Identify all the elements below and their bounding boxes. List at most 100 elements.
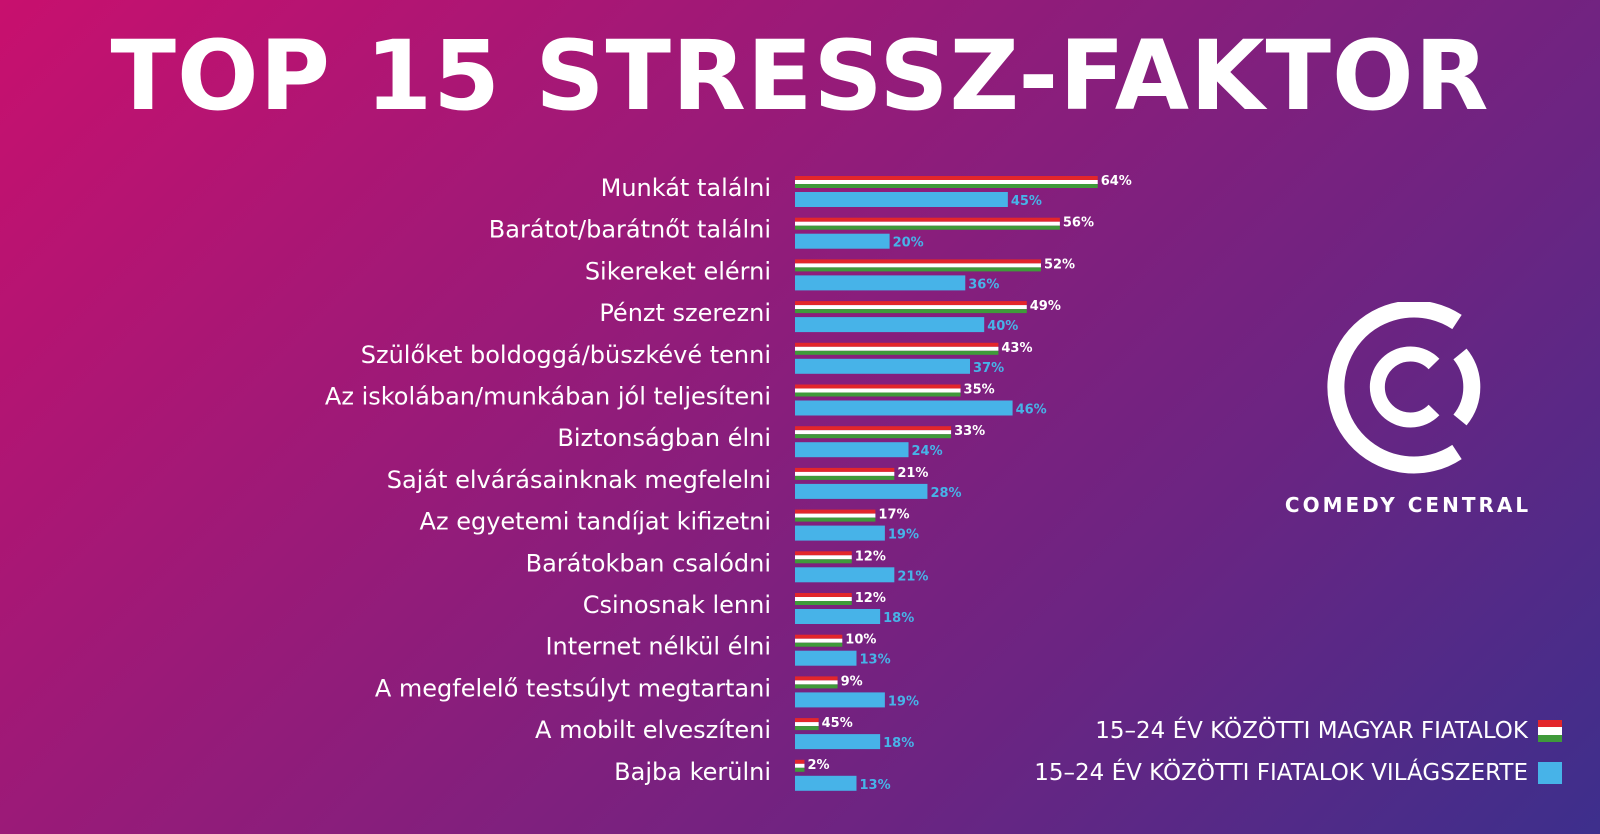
bar-hungarian-red-stripe	[795, 718, 819, 723]
bar-hungarian-green-stripe	[795, 184, 1098, 188]
bar-world	[795, 275, 966, 291]
bar-hungarian-white-stripe	[795, 597, 852, 601]
bar-hungarian-green-stripe	[795, 225, 1060, 230]
category-label: Sikereket elérni	[585, 257, 771, 285]
logo-wordmark: COMEDY CENTRAL	[1285, 493, 1531, 517]
data-label-hungarian: 17%	[878, 508, 909, 523]
bar-hungarian-white-stripe	[795, 388, 961, 393]
bar-world	[795, 192, 1008, 207]
bar-hungarian-red-stripe	[795, 426, 952, 431]
bar-hungarian-red-stripe	[795, 342, 999, 347]
bar-hungarian-green-stripe	[795, 267, 1041, 272]
bar-hungarian-white-stripe	[795, 221, 1060, 226]
category-label: Szülőket boldoggá/büszkévé tenni	[361, 341, 771, 369]
data-label-hungarian: 9%	[841, 674, 863, 689]
bar-hungarian-red-stripe	[795, 593, 852, 597]
data-label-hungarian: 52%	[1044, 257, 1075, 272]
data-label-world: 46%	[1016, 403, 1047, 418]
bar-hungarian-white-stripe	[795, 180, 1098, 184]
category-label: A megfelelő testsúlyt megtartani	[375, 674, 771, 702]
data-label-world: 18%	[883, 611, 914, 626]
data-label-hungarian: 56%	[1063, 216, 1094, 231]
bar-hungarian-green-stripe	[795, 684, 838, 689]
bar-hungarian-green-stripe	[795, 309, 1027, 314]
bar-hungarian-red-stripe	[795, 759, 805, 764]
category-label: Barátokban csalódni	[526, 549, 771, 577]
bar-hungarian-red-stripe	[795, 301, 1027, 306]
bar-world	[795, 650, 857, 666]
bar-hungarian-green-stripe	[795, 517, 876, 522]
trademark-symbol: ™	[1454, 456, 1461, 464]
category-label: Barátot/barátnőt találni	[489, 216, 771, 244]
bar-hungarian-white-stripe	[795, 471, 895, 476]
bar-world	[795, 775, 857, 791]
bar-world	[795, 358, 971, 374]
bar-hungarian-red-stripe	[795, 217, 1060, 222]
category-label: Munkát találni	[601, 174, 771, 202]
data-label-world: 36%	[968, 277, 999, 292]
bar-world	[795, 609, 881, 624]
data-label-hungarian: 10%	[845, 633, 876, 648]
bar-hungarian-red-stripe	[795, 259, 1041, 264]
category-label: Saját elvárásainknak megfelelni	[387, 466, 771, 494]
bar-hungarian-green-stripe	[795, 601, 852, 605]
data-label-hungarian: 2%	[807, 758, 829, 773]
category-label: A mobilt elveszíteni	[535, 716, 771, 744]
data-label-world: 18%	[883, 736, 914, 751]
comedy-central-logo: ™ COMEDY CENTRAL	[1285, 302, 1531, 517]
bar-world	[795, 400, 1013, 416]
data-label-world: 19%	[888, 694, 919, 709]
bar-hungarian-red-stripe	[795, 676, 838, 681]
bar-hungarian-green-stripe	[795, 767, 805, 772]
data-label-hungarian: 45%	[822, 716, 853, 731]
bar-hungarian-red-stripe	[795, 634, 843, 639]
bar-hungarian-white-stripe	[795, 430, 952, 435]
bar-hungarian-white-stripe	[795, 513, 876, 518]
bar-world	[795, 317, 985, 333]
bar-hungarian-white-stripe	[795, 346, 999, 351]
data-label-hungarian: 43%	[1001, 341, 1032, 356]
data-label-hungarian: 12%	[855, 549, 886, 564]
bar-world	[795, 525, 885, 541]
data-label-world: 20%	[893, 236, 924, 251]
legend-label-hungarian: 15–24 ÉV KÖZÖTTI MAGYAR FIATALOK	[1095, 718, 1528, 744]
bar-hungarian-green-stripe	[795, 726, 819, 731]
data-label-world: 21%	[897, 569, 928, 584]
bar-hungarian-green-stripe	[795, 392, 961, 397]
data-label-hungarian: 12%	[855, 591, 886, 606]
data-label-hungarian: 49%	[1030, 299, 1061, 314]
category-label: Pénzt szerezni	[599, 299, 771, 327]
data-label-world: 13%	[859, 653, 890, 668]
legend-item-hungarian: 15–24 ÉV KÖZÖTTI MAGYAR FIATALOK	[1095, 718, 1562, 744]
bar-world	[795, 483, 928, 499]
hungarian-flag-icon	[1538, 720, 1562, 742]
data-label-hungarian: 21%	[897, 466, 928, 481]
data-label-world: 13%	[859, 778, 890, 793]
bar-hungarian-green-stripe	[795, 434, 952, 439]
data-label-world: 24%	[912, 444, 943, 459]
bar-world	[795, 442, 909, 458]
data-label-world: 45%	[1011, 194, 1042, 209]
bar-hungarian-red-stripe	[795, 176, 1098, 180]
bar-hungarian-green-stripe	[795, 475, 895, 480]
bar-hungarian-white-stripe	[795, 555, 852, 560]
data-label-world: 28%	[930, 486, 961, 501]
data-label-hungarian: 64%	[1101, 174, 1132, 189]
data-label-world: 40%	[987, 319, 1018, 334]
page-title: TOP 15 STRESSZ-FAKTOR	[110, 20, 1490, 132]
data-label-world: 19%	[888, 528, 919, 543]
bar-hungarian-red-stripe	[795, 384, 961, 389]
bar-world	[795, 692, 885, 708]
bar-hungarian-white-stripe	[795, 680, 838, 685]
bar-hungarian-white-stripe	[795, 722, 819, 727]
bar-world	[795, 567, 895, 583]
category-label: Az iskolában/munkában jól teljesíteni	[325, 383, 771, 411]
data-label-hungarian: 35%	[964, 383, 995, 398]
category-label: Biztonságban élni	[557, 424, 771, 452]
world-swatch-icon	[1538, 762, 1562, 784]
legend-item-world: 15–24 ÉV KÖZÖTTI FIATALOK VILÁGSZERTE	[1034, 760, 1562, 786]
bar-hungarian-green-stripe	[795, 642, 843, 647]
bar-hungarian-green-stripe	[795, 559, 852, 564]
